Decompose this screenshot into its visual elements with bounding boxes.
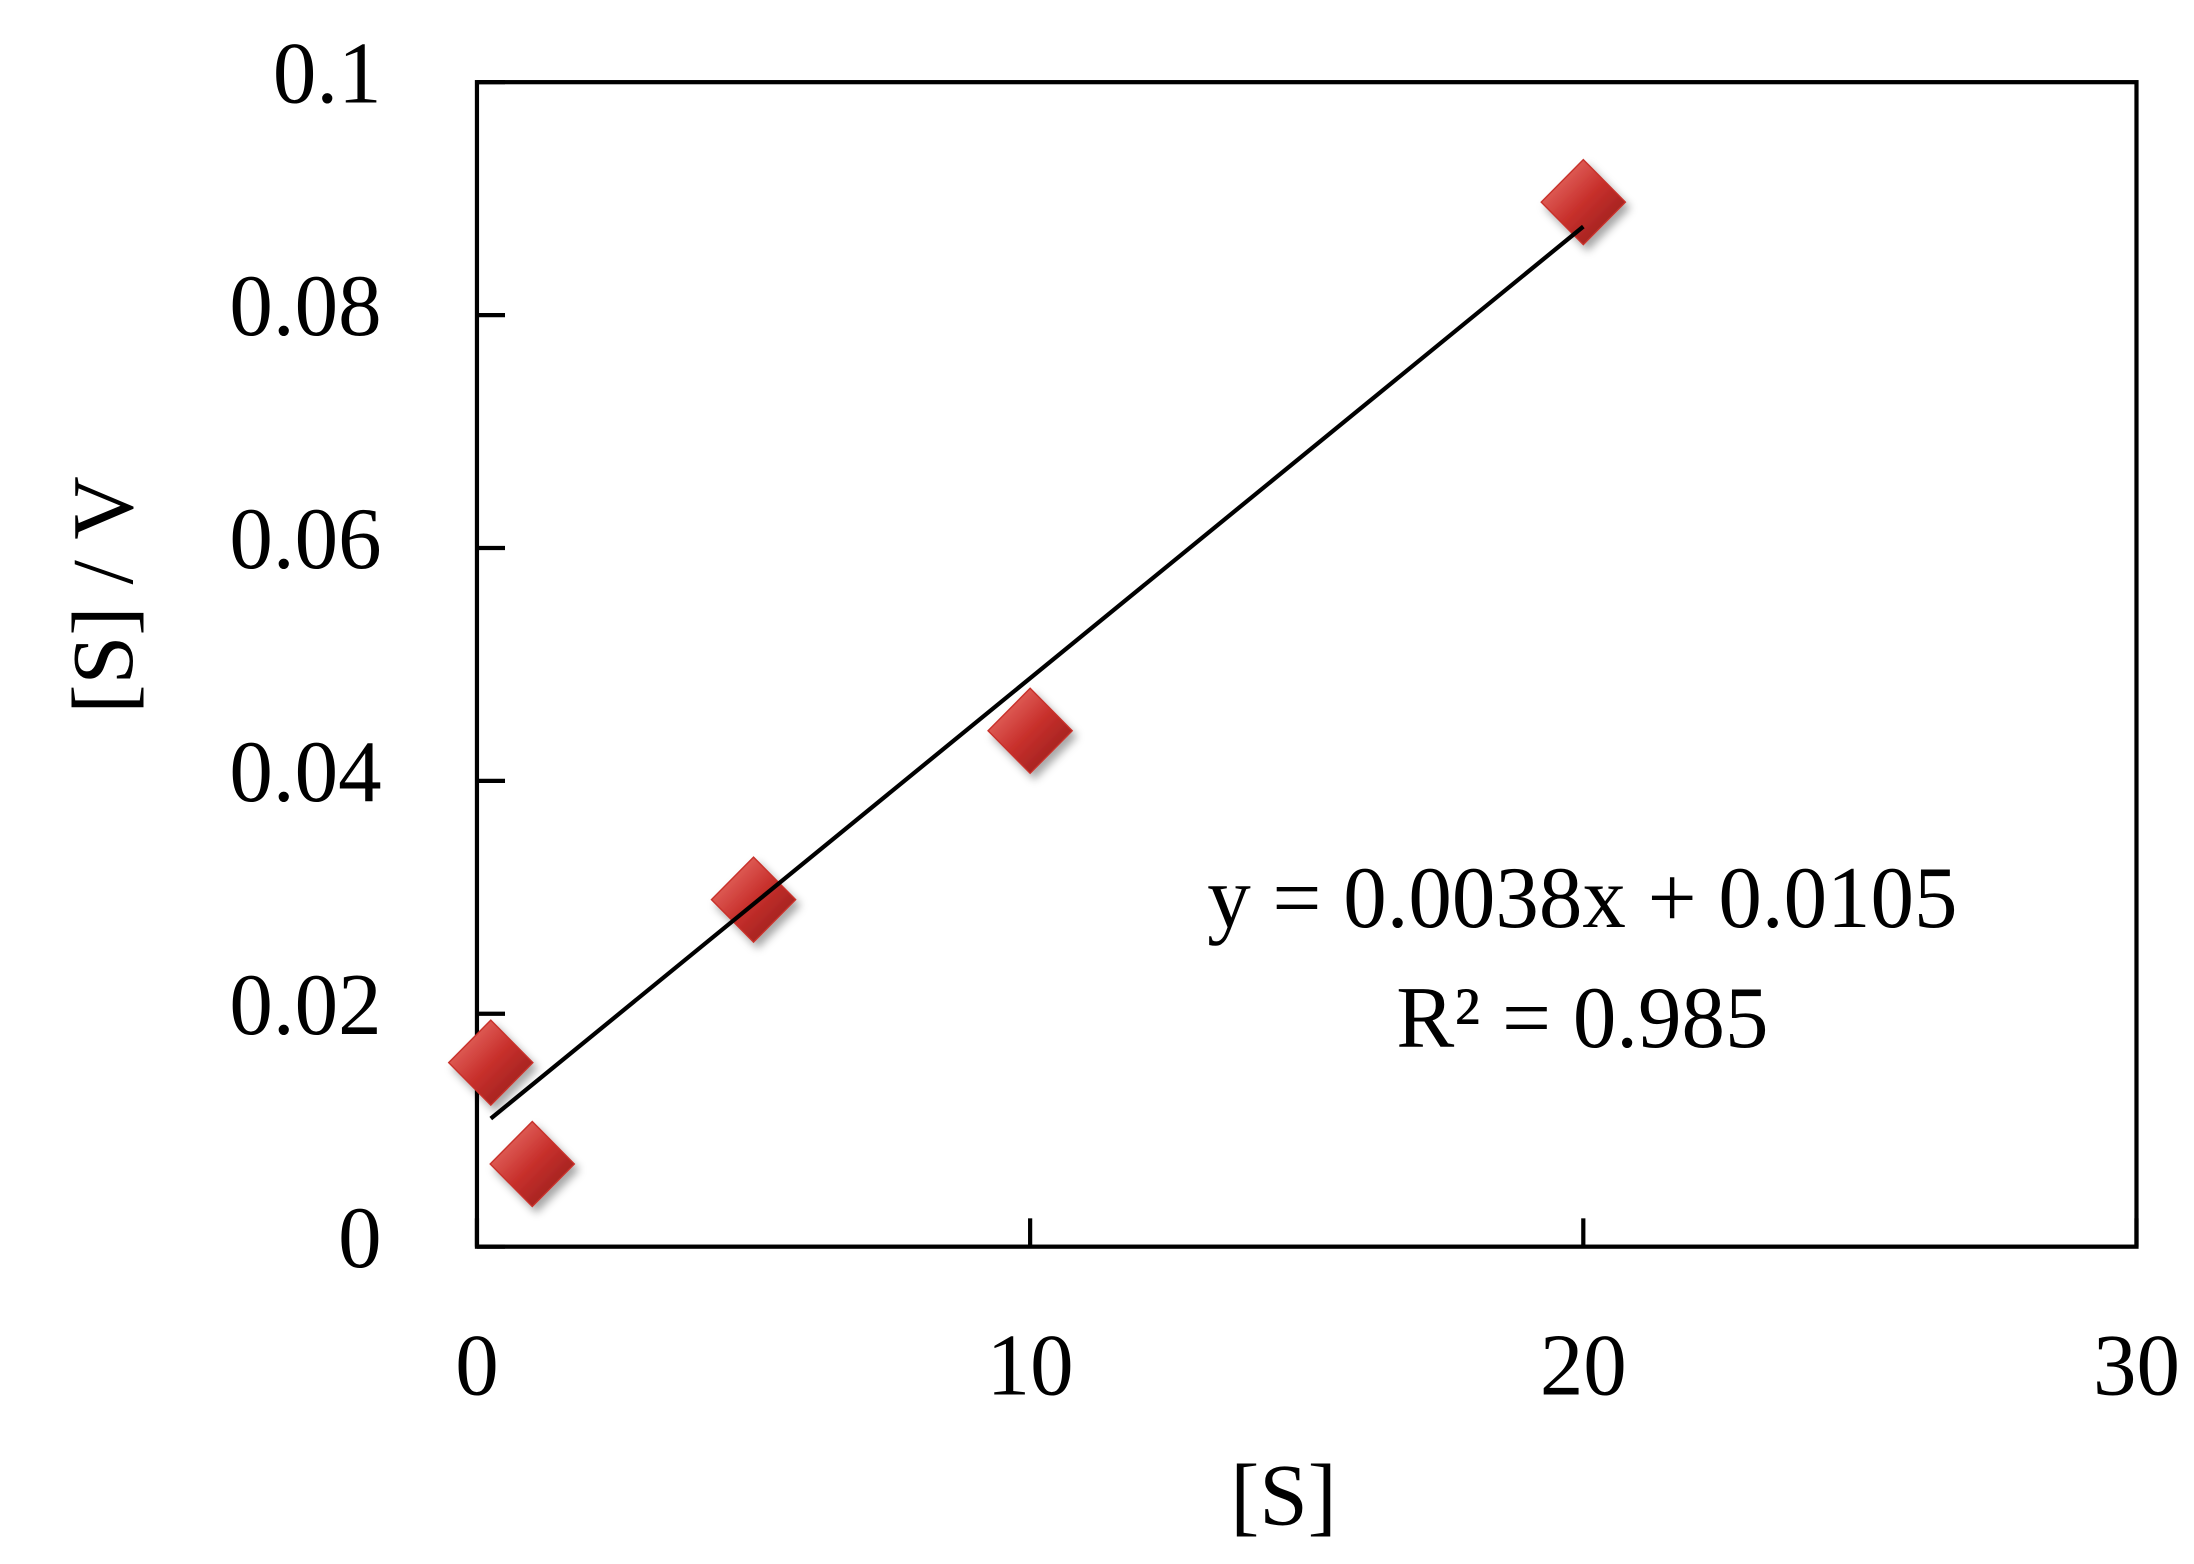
plot-frame bbox=[474, 80, 2139, 1249]
x-tick-label: 20 bbox=[1540, 1316, 1627, 1413]
y-tick-label: 0 bbox=[338, 1188, 381, 1285]
r-squared: R² = 0.985 bbox=[1396, 969, 1768, 1066]
x-tick-label: 30 bbox=[2093, 1316, 2180, 1413]
y-tick-label: 0.1 bbox=[273, 24, 382, 121]
y-tick-label: 0.06 bbox=[229, 490, 381, 587]
trendline bbox=[489, 224, 1585, 1121]
point bbox=[1540, 158, 1627, 246]
point bbox=[489, 1120, 576, 1208]
x-axis-title: [S] bbox=[1230, 1446, 1336, 1543]
y-tick-label: 0.04 bbox=[229, 723, 381, 820]
point bbox=[987, 687, 1074, 775]
y-tick-label: 0.08 bbox=[229, 257, 381, 354]
equation: y = 0.0038x + 0.0105 bbox=[1207, 848, 1957, 945]
point bbox=[447, 1019, 534, 1107]
x-tick-label: 0 bbox=[455, 1316, 498, 1413]
y-axis-title: [S] / V bbox=[55, 476, 152, 713]
y-tick-label: 0.02 bbox=[229, 956, 381, 1053]
x-tick-label: 10 bbox=[987, 1316, 1074, 1413]
